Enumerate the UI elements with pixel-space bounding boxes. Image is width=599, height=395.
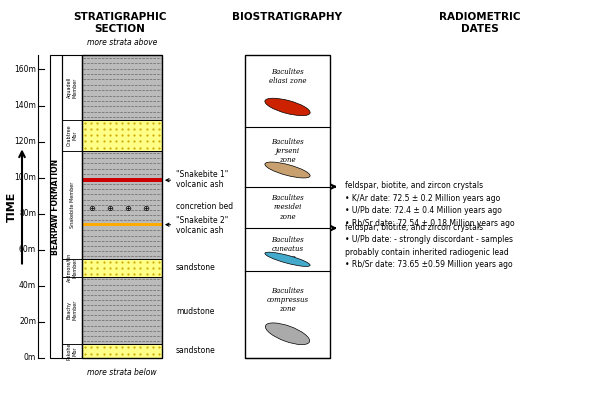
Text: Baculites
jerseni
zone: Baculites jerseni zone — [271, 138, 304, 164]
Text: mudstone: mudstone — [176, 307, 214, 316]
Text: STRATIGRAPHIC
SECTION: STRATIGRAPHIC SECTION — [73, 12, 167, 34]
Bar — [82, 344, 162, 358]
Text: Aquadell
Member: Aquadell Member — [66, 77, 77, 98]
Text: more strata above: more strata above — [87, 38, 157, 47]
Text: TIME: TIME — [7, 191, 17, 222]
Bar — [82, 259, 162, 277]
Text: concretion bed: concretion bed — [176, 202, 233, 211]
Ellipse shape — [265, 162, 310, 178]
Text: 140m: 140m — [14, 101, 36, 110]
Text: ⊕: ⊕ — [89, 204, 95, 213]
Text: feldspar, biotite, and zircon crystals
• K/Ar date: 72.5 ± 0.2 Million years ago: feldspar, biotite, and zircon crystals •… — [345, 181, 515, 228]
Text: Baculites
compressus
zone: Baculites compressus zone — [267, 287, 308, 313]
Text: ⊕: ⊕ — [143, 204, 150, 213]
Text: Baculites
eliasi zone: Baculites eliasi zone — [269, 68, 306, 85]
Text: 0m: 0m — [24, 354, 36, 363]
Text: Baculites
reesidei
zone: Baculites reesidei zone — [271, 194, 304, 220]
Text: ⊕: ⊕ — [107, 204, 113, 213]
Text: Baculites
cuneatus
zone: Baculites cuneatus zone — [271, 236, 304, 262]
Bar — [82, 55, 162, 120]
Bar — [50, 55, 62, 358]
Text: 20m: 20m — [19, 318, 36, 326]
Ellipse shape — [265, 323, 310, 344]
Text: sandstone: sandstone — [176, 346, 216, 355]
Text: 100m: 100m — [14, 173, 36, 182]
Text: sandstone: sandstone — [176, 263, 216, 272]
Ellipse shape — [265, 98, 310, 116]
Bar — [62, 55, 82, 358]
Text: RADIOMETRIC
DATES: RADIOMETRIC DATES — [439, 12, 521, 34]
Bar — [245, 55, 330, 358]
Bar — [82, 223, 162, 226]
Text: Beachy
Member: Beachy Member — [66, 300, 77, 320]
Bar — [82, 150, 162, 259]
Text: 160m: 160m — [14, 65, 36, 74]
Text: BEARPAW FORMATION: BEARPAW FORMATION — [52, 158, 60, 254]
Text: Pakohe
Mbr: Pakohe Mbr — [66, 342, 77, 359]
Bar — [82, 178, 162, 182]
Bar — [82, 277, 162, 344]
Text: 60m: 60m — [19, 245, 36, 254]
Text: feldspar, biotite, and zircon crystals
• U/Pb date: - strongly discordant - samp: feldspar, biotite, and zircon crystals •… — [345, 222, 513, 269]
Text: Snakebite Member: Snakebite Member — [69, 182, 74, 228]
Text: ⊕: ⊕ — [125, 204, 132, 213]
Text: 80m: 80m — [19, 209, 36, 218]
Text: 120m: 120m — [14, 137, 36, 146]
Text: more strata below: more strata below — [87, 368, 157, 377]
Ellipse shape — [265, 252, 310, 267]
Text: "Snakebite 1"
volcanic ash: "Snakebite 1" volcanic ash — [166, 170, 228, 189]
Text: "Snakebite 2"
volcanic ash: "Snakebite 2" volcanic ash — [166, 216, 228, 235]
Text: Ardmore/fin
Member: Ardmore/fin Member — [66, 253, 77, 282]
Text: Crabtree
Mbr: Crabtree Mbr — [66, 124, 77, 146]
Text: BIOSTRATIGRAPHY: BIOSTRATIGRAPHY — [232, 12, 342, 22]
Bar — [82, 120, 162, 150]
Bar — [82, 55, 162, 358]
Text: 40m: 40m — [19, 281, 36, 290]
